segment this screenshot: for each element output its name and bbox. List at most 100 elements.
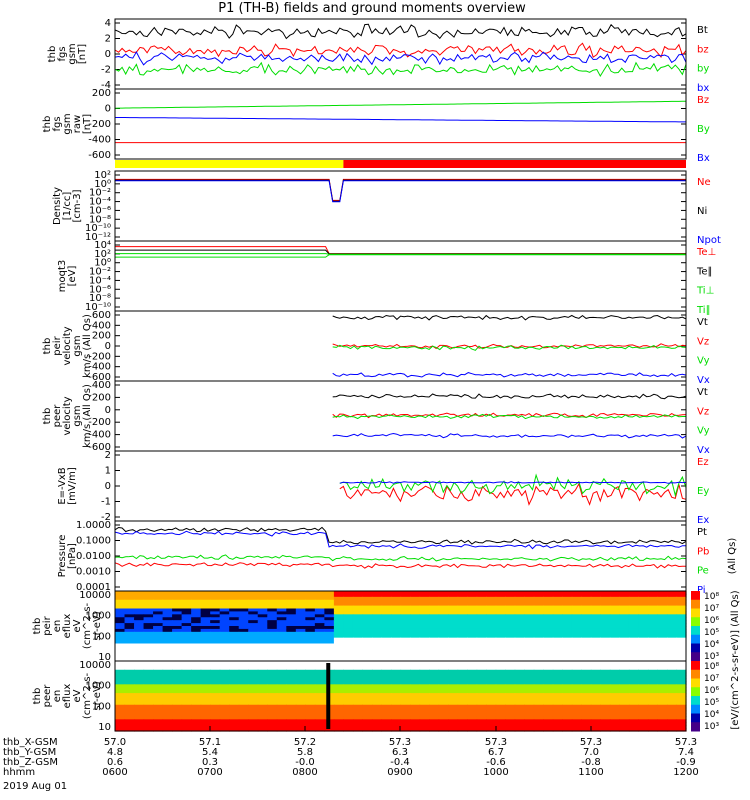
heatmap-cell — [533, 605, 544, 610]
heatmap-cell — [543, 687, 554, 691]
heatmap-cell — [476, 696, 487, 700]
heatmap-cell — [162, 658, 173, 662]
y-axis-label: raw — [72, 115, 83, 133]
heatmap-cell — [333, 631, 344, 636]
heatmap-cell — [448, 690, 459, 694]
heatmap-cell — [524, 707, 535, 712]
heatmap-cell — [647, 672, 659, 677]
heatmap-cell — [229, 596, 240, 601]
heatmap-cell — [552, 728, 563, 732]
heatmap-cell — [134, 634, 145, 639]
heatmap-cell — [590, 628, 601, 633]
heatmap-cell — [305, 690, 316, 694]
heatmap-cell — [371, 684, 383, 688]
heatmap-cell — [181, 684, 192, 688]
heatmap-cell — [657, 663, 668, 668]
heatmap-cell — [343, 710, 354, 715]
heatmap-cell — [457, 605, 468, 610]
heatmap-cell — [286, 684, 297, 688]
heatmap-cell — [219, 704, 230, 709]
heatmap-cell — [438, 725, 449, 729]
heatmap-cell — [276, 602, 287, 607]
heatmap-cell — [400, 637, 411, 642]
heatmap-cell — [333, 701, 344, 706]
heatmap-cell — [609, 602, 620, 607]
heatmap-cell — [438, 596, 449, 601]
heatmap-cell — [238, 696, 249, 700]
heatmap-cell — [229, 701, 240, 706]
heatmap-cell — [229, 652, 240, 656]
heatmap-cell — [343, 704, 354, 709]
heatmap-cell — [505, 696, 516, 700]
heatmap-cell — [581, 684, 592, 688]
heatmap-cell — [343, 666, 354, 671]
heatmap-cell — [476, 663, 487, 668]
heatmap-cell — [276, 620, 287, 624]
heatmap-cell — [238, 646, 249, 650]
heatmap-cell — [333, 722, 344, 726]
heatmap-cell — [314, 655, 325, 659]
heatmap-cell — [400, 698, 411, 703]
heatmap-cell — [352, 681, 364, 685]
heatmap-cell — [352, 640, 364, 645]
heatmap-cell — [552, 620, 563, 624]
heatmap-cell — [295, 661, 306, 665]
heatmap-cell — [571, 591, 582, 595]
heatmap-cell — [543, 684, 554, 688]
legend-label: bz — [697, 44, 709, 55]
heatmap-cell — [429, 701, 440, 706]
heatmap-cell — [562, 620, 573, 624]
heatmap-cell — [628, 608, 640, 613]
heatmap-cell — [153, 591, 164, 595]
heatmap-cell — [219, 661, 230, 665]
heatmap-cell — [162, 611, 173, 615]
heatmap-cell — [229, 669, 240, 674]
heatmap-cell — [381, 617, 392, 621]
y-axis-label: thb — [32, 688, 43, 705]
heatmap-cell — [476, 658, 487, 662]
heatmap-cell — [324, 599, 335, 604]
heatmap-cell — [676, 611, 687, 615]
heatmap-cell — [162, 681, 173, 685]
heatmap-cell — [628, 713, 640, 718]
heatmap-cell — [115, 599, 126, 604]
heatmap-cell — [619, 611, 630, 615]
heatmap-cell — [134, 614, 145, 618]
heatmap-cell — [257, 684, 268, 688]
heatmap-cell — [609, 591, 620, 595]
heatmap-cell — [628, 669, 640, 674]
heatmap-cell — [666, 684, 678, 688]
heatmap-cell — [219, 713, 230, 718]
y-tick-label: 10000 — [79, 660, 111, 671]
heatmap-cell — [295, 652, 306, 656]
heatmap-cell — [400, 672, 411, 677]
heatmap-cell — [238, 701, 249, 706]
heatmap-cell — [295, 681, 306, 685]
heatmap-cell — [191, 596, 202, 601]
heatmap-cell — [410, 623, 421, 627]
heatmap-cell — [562, 599, 573, 604]
heatmap-cell — [676, 690, 687, 694]
heatmap-cell — [181, 681, 192, 685]
heatmap-cell — [390, 649, 402, 653]
heatmap-cell — [295, 602, 306, 607]
heatmap-cell — [590, 696, 601, 700]
heatmap-cell — [295, 701, 306, 706]
heatmap-cell — [238, 608, 249, 613]
heatmap-cell — [495, 666, 506, 671]
heatmap-cell — [419, 707, 430, 712]
heatmap-cell — [400, 666, 411, 671]
heatmap-cell — [486, 687, 497, 691]
heatmap-cell — [134, 626, 145, 630]
heatmap-cell — [495, 713, 506, 718]
heatmap-cell — [467, 614, 478, 618]
heatmap-cell — [257, 658, 268, 662]
heatmap-cell — [562, 675, 573, 680]
heatmap-cell — [343, 628, 354, 633]
colorbar-tick-label: 10⁵ — [704, 628, 719, 638]
heatmap-cell — [381, 678, 392, 683]
heatmap-cell — [476, 643, 487, 648]
heatmap-cell — [457, 678, 468, 683]
heatmap-cell — [562, 661, 573, 665]
heatmap-cell — [305, 661, 316, 665]
